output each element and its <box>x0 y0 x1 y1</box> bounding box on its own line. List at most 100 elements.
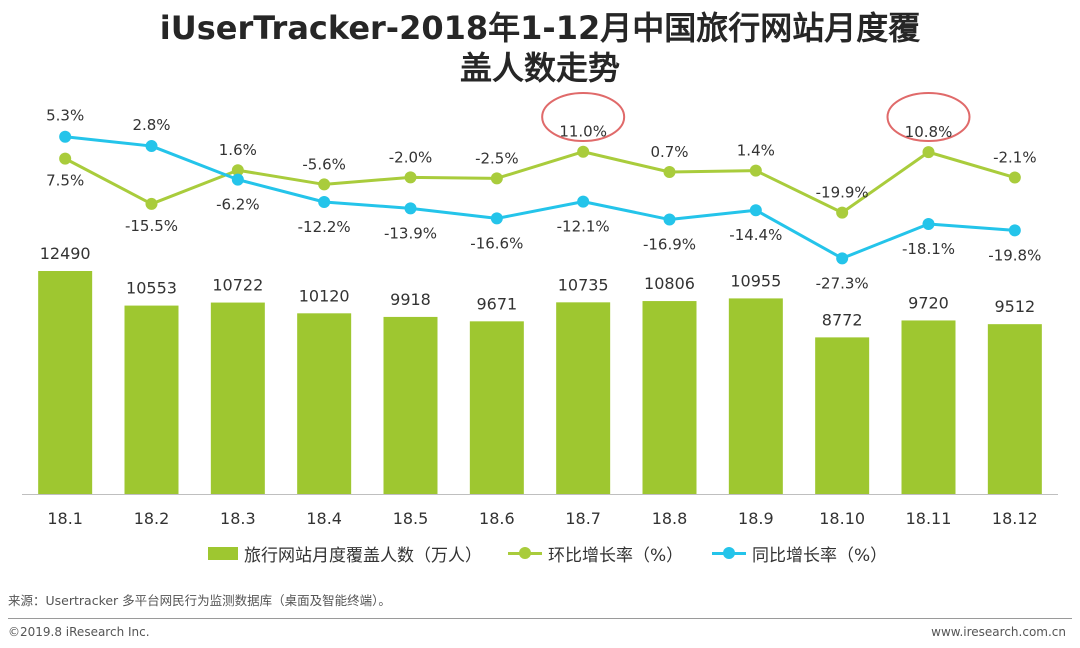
yoy-point-18.4 <box>318 196 331 209</box>
yoy-label-18.8: -16.9% <box>643 236 696 254</box>
bar-label-18.8: 10806 <box>644 274 695 293</box>
mom-point-18.1 <box>59 152 72 165</box>
bar-label-18.5: 9918 <box>390 290 431 309</box>
yoy-label-18.3: -6.2% <box>216 196 260 214</box>
bar-18.9 <box>728 298 783 494</box>
bar-label-18.9: 10955 <box>730 271 781 290</box>
bar-label-18.1: 12490 <box>40 244 91 263</box>
yoy-point-18.5 <box>404 202 417 215</box>
yoy-line <box>65 135 1015 260</box>
mom-label-18.6: -2.5% <box>475 149 519 167</box>
bar-label-18.10: 8772 <box>822 310 863 329</box>
source-note: 来源：Usertracker 多平台网民行为监测数据库（桌面及智能终端）。 <box>8 593 391 608</box>
highlight-ellipse-18.7 <box>541 92 626 142</box>
mom-point-18.12 <box>1008 171 1021 184</box>
mom-label-18.7: 11.0% <box>559 123 607 141</box>
yoy-label-18.12: -19.8% <box>988 246 1041 264</box>
yoy-label-18.5: -13.9% <box>384 224 437 242</box>
x-tick-18.6: 18.6 <box>479 509 515 528</box>
bar-label-18.4: 10120 <box>299 286 350 305</box>
chart-legend: 旅行网站月度覆盖人数（万人） 环比增长率（%） 同比增长率（%） <box>0 541 1080 566</box>
x-tick-18.9: 18.9 <box>738 509 774 528</box>
chart-title-line1: iUserTracker-2018年1-12月中国旅行网站月度覆 <box>159 9 921 47</box>
legend-yoy-swatch <box>712 546 746 560</box>
yoy-label-18.9: -14.4% <box>729 226 782 244</box>
x-tick-18.8: 18.8 <box>652 509 688 528</box>
mom-point-18.11 <box>922 146 935 159</box>
yoy-label-18.4: -12.2% <box>298 218 351 236</box>
mom-point-18.8 <box>663 166 676 179</box>
legend-bar-swatch <box>208 546 238 560</box>
mom-point-18.6 <box>490 172 503 185</box>
yoy-point-18.10 <box>836 252 849 265</box>
mom-label-18.1: 7.5% <box>46 172 84 190</box>
bar-18.2 <box>124 305 179 494</box>
chart-title: iUserTracker-2018年1-12月中国旅行网站月度覆 盖人数走势 <box>0 8 1080 88</box>
x-tick-18.5: 18.5 <box>393 509 429 528</box>
mom-label-18.10: -19.9% <box>816 184 869 202</box>
x-tick-18.10: 18.10 <box>819 509 865 528</box>
legend-item-bar: 旅行网站月度覆盖人数（万人） <box>208 541 482 566</box>
legend-bar-label: 旅行网站月度覆盖人数（万人） <box>244 545 482 566</box>
mom-label-18.5: -2.0% <box>389 148 433 166</box>
yoy-point-18.9 <box>749 204 762 217</box>
bar-label-18.6: 9671 <box>476 294 517 313</box>
bar-18.6 <box>469 321 524 494</box>
mom-point-18.2 <box>145 197 158 210</box>
x-tick-18.11: 18.11 <box>906 509 952 528</box>
mom-point-18.5 <box>404 171 417 184</box>
legend-yoy-label: 同比增长率（%） <box>752 545 888 566</box>
x-tick-18.3: 18.3 <box>220 509 256 528</box>
bar-label-18.12: 9512 <box>994 297 1035 316</box>
chart-title-line2: 盖人数走势 <box>459 49 620 87</box>
yoy-label-18.10: -27.3% <box>816 274 869 292</box>
x-tick-18.12: 18.12 <box>992 509 1038 528</box>
yoy-label-18.1: 5.3% <box>46 107 84 125</box>
x-tick-18.7: 18.7 <box>565 509 601 528</box>
yoy-point-18.7 <box>577 195 590 208</box>
mom-label-18.3: 1.6% <box>219 141 257 159</box>
copyright: ©2019.8 iResearch Inc. <box>8 625 150 639</box>
bar-label-18.3: 10722 <box>212 276 263 295</box>
bar-18.7 <box>556 302 611 494</box>
mom-label-18.9: 1.4% <box>737 142 775 160</box>
mom-label-18.11: 10.8% <box>905 123 953 141</box>
bar-18.4 <box>297 313 352 494</box>
bar-label-18.11: 9720 <box>908 293 949 312</box>
yoy-point-18.11 <box>922 218 935 231</box>
yoy-point-18.3 <box>231 173 244 186</box>
bar-label-18.7: 10735 <box>558 275 609 294</box>
legend-item-mom: 环比增长率（%） <box>508 541 684 566</box>
mom-point-18.9 <box>749 164 762 177</box>
yoy-point-18.2 <box>145 140 158 153</box>
x-tick-18.1: 18.1 <box>47 509 83 528</box>
yoy-label-18.7: -12.1% <box>557 218 610 236</box>
yoy-label-18.2: 2.8% <box>132 116 170 134</box>
x-tick-18.4: 18.4 <box>306 509 342 528</box>
mom-label-18.8: 0.7% <box>650 143 688 161</box>
website-link[interactable]: www.iresearch.com.cn <box>931 625 1066 639</box>
legend-mom-swatch <box>508 546 542 560</box>
mom-point-18.3 <box>231 164 244 177</box>
mom-point-18.10 <box>836 206 849 219</box>
bar-18.5 <box>383 316 438 494</box>
bar-18.1 <box>38 271 93 494</box>
mom-point-18.7 <box>577 145 590 158</box>
mom-line <box>64 150 1016 215</box>
bar-label-18.2: 10553 <box>126 279 177 298</box>
yoy-point-18.6 <box>490 212 503 225</box>
mom-point-18.4 <box>318 178 331 191</box>
bar-18.10 <box>815 337 870 494</box>
mom-label-18.4: -5.6% <box>302 155 346 173</box>
bar-18.8 <box>642 301 697 494</box>
legend-item-yoy: 同比增长率（%） <box>712 541 888 566</box>
yoy-label-18.6: -16.6% <box>470 234 523 252</box>
highlight-ellipse-18.11 <box>886 92 971 142</box>
bar-18.11 <box>901 320 956 494</box>
mom-label-18.12: -2.1% <box>993 149 1037 167</box>
bar-18.3 <box>210 302 265 494</box>
legend-mom-label: 环比增长率（%） <box>548 545 684 566</box>
x-tick-18.2: 18.2 <box>134 509 170 528</box>
yoy-point-18.8 <box>663 213 676 226</box>
yoy-point-18.1 <box>59 130 72 143</box>
